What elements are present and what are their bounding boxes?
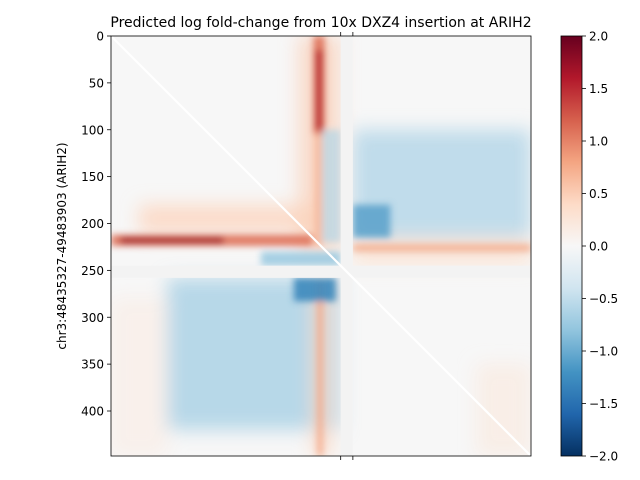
colorbar-tick-label-0: 2.0 [589, 30, 608, 44]
y-axis-label: chr3:48435327-49483903 (ARIH2) [55, 142, 69, 349]
blue-core-upper [352, 204, 391, 238]
red-stripe-column-lower [317, 281, 323, 456]
red-halo-row [139, 204, 318, 233]
red-stripe-row-core [120, 237, 224, 244]
chart-title: Predicted log fold-change from 10x DXZ4 … [110, 15, 531, 31]
y-tick-label-0: 0 [96, 30, 104, 44]
blue-row-left [261, 251, 341, 266]
red-stripe-column-core [316, 50, 322, 130]
y-tick-label-300: 300 [81, 311, 104, 325]
colorbar-tick-label-5: −0.5 [589, 292, 618, 306]
y-tick-label-50: 50 [89, 76, 104, 90]
colorbar-tick-label-7: −1.5 [589, 397, 618, 411]
blue-column-upper [321, 129, 341, 243]
colorbar-tick-label-6: −1.0 [589, 345, 618, 359]
colorbar-tick-label-3: 0.5 [589, 187, 608, 201]
colorbar-tick-label-4: 0.0 [589, 240, 608, 254]
blue-core-lower [293, 277, 336, 302]
masked-column-band [340, 36, 353, 456]
y-tick-label-250: 250 [81, 264, 104, 278]
y-tick-label-150: 150 [81, 170, 104, 184]
y-axis: 0 50 100 150 200 250 300 350 400 [81, 30, 111, 419]
blue-region-lower-left [167, 277, 341, 430]
colorbar [560, 35, 583, 457]
x-axis [340, 32, 354, 460]
faint-red-region-lower-left [111, 298, 168, 456]
masked-row-band [111, 265, 531, 278]
colorbar-tick-label-1: 1.5 [589, 82, 608, 96]
heatmap-stripes [111, 36, 531, 456]
plot-frame [110, 35, 532, 457]
diagonal-mask [111, 36, 531, 456]
y-tick-label-350: 350 [81, 358, 104, 372]
red-stripe-column-tail [314, 134, 322, 247]
y-tick-label-400: 400 [81, 405, 104, 419]
y-tick-label-100: 100 [81, 123, 104, 137]
y-tick-label-200: 200 [81, 217, 104, 231]
colorbar-tick-label-8: −2.0 [589, 450, 618, 464]
heatmap [111, 36, 531, 456]
colorbar-axis: 2.0 1.5 1.0 0.5 0.0 −0.5 −1.0 −1.5 −2.0 [582, 30, 618, 464]
colorbar-tick-label-2: 1.0 [589, 135, 608, 149]
red-stripe-row-right [352, 244, 531, 252]
